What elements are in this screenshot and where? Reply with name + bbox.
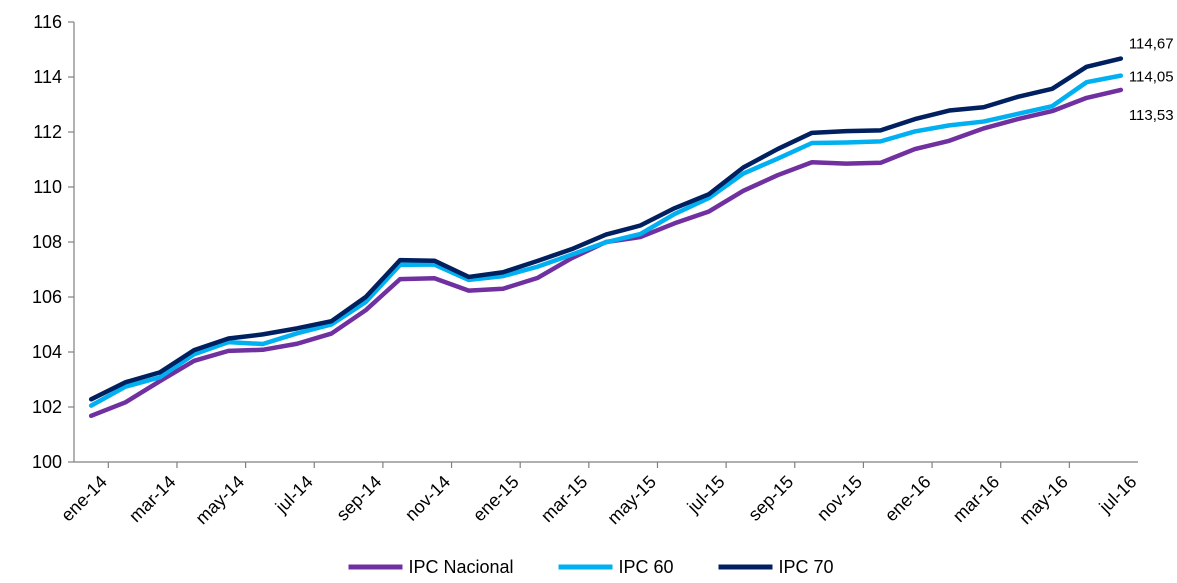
x-tick-label: may-16 <box>1015 472 1072 529</box>
y-tick-label: 108 <box>32 232 62 252</box>
legend-label: IPC Nacional <box>409 557 514 577</box>
x-tick-label: mar-15 <box>537 472 591 526</box>
x-tick-label: mar-14 <box>125 472 179 526</box>
x-tick-label: ene-16 <box>881 472 935 526</box>
series-line-0 <box>88 87 1124 419</box>
series-line-1 <box>88 73 1124 408</box>
y-tick-label: 116 <box>33 12 62 32</box>
end-value-label: 113,53 <box>1129 107 1174 124</box>
x-tick-label: jul-14 <box>271 472 317 518</box>
x-tick-label: sep-14 <box>332 472 385 525</box>
x-tick-label: sep-15 <box>744 472 797 525</box>
legend-label: IPC 70 <box>779 557 834 577</box>
y-tick-label: 100 <box>32 452 62 472</box>
y-tick-label: 102 <box>32 397 62 417</box>
x-tick-label: nov-14 <box>401 472 454 525</box>
x-tick-label: jul-16 <box>1095 472 1141 518</box>
y-axis: 100 102 104 106 108 110 112 114 116 <box>32 12 75 472</box>
y-tick-label: 112 <box>33 122 62 142</box>
legend-label: IPC 60 <box>619 557 674 577</box>
end-labels: 113,53 114,05 114,67 <box>1129 36 1174 124</box>
x-tick-label: jul-15 <box>683 472 729 518</box>
x-tick-label: ene-15 <box>469 472 523 526</box>
y-tick-label: 110 <box>33 177 62 197</box>
end-value-label: 114,67 <box>1129 36 1174 53</box>
legend: IPC Nacional IPC 60 IPC 70 <box>348 557 834 577</box>
y-tick-label: 114 <box>33 67 62 87</box>
x-tick-label: mar-16 <box>949 472 1003 526</box>
end-value-label: 114,05 <box>1129 69 1174 86</box>
x-tick-label: may-15 <box>603 472 660 529</box>
x-axis: ene-14 mar-14 may-14 jul-14 sep-14 nov-14 ene-… <box>57 461 1141 529</box>
x-tick-label: may-14 <box>192 472 249 529</box>
y-tick-label: 106 <box>32 287 62 307</box>
x-tick-label: nov-15 <box>813 472 866 525</box>
x-tick-label: ene-14 <box>57 472 111 526</box>
y-tick-label: 104 <box>32 342 62 362</box>
series-layer <box>88 56 1124 419</box>
